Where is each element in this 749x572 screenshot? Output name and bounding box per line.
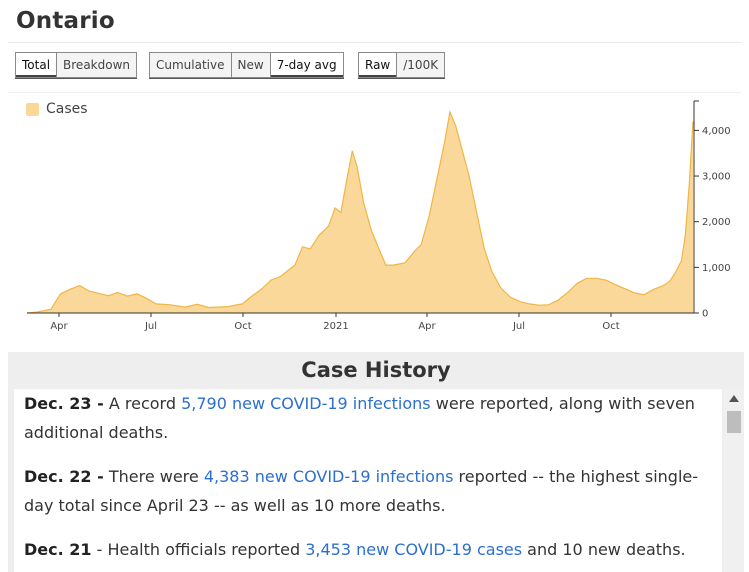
chart-legend: Cases (26, 101, 88, 117)
entry-text: and 10 new deaths. (522, 540, 686, 559)
scale-toggle-group: Raw /100K (358, 52, 446, 78)
case-history-list[interactable]: Dec. 23 - A record 5,790 new COVID-19 in… (14, 389, 722, 572)
history-entry: Dec. 22 - There were 4,383 new COVID-19 … (14, 462, 722, 520)
raw-button[interactable]: Raw (359, 53, 398, 77)
case-history-title: Case History (301, 358, 451, 382)
x-tick-label: Apr (50, 321, 68, 332)
entry-text: There were (103, 467, 204, 486)
entry-text: reported -- the highest single-day total… (24, 467, 698, 515)
history-entry: Dec. 23 - A record 5,790 new COVID-19 in… (14, 389, 722, 447)
history-entry: Dec. 21 - Health officials reported 3,45… (14, 535, 722, 564)
y-axis: 0 1,000 2,000 3,000 4,000 (693, 100, 731, 320)
mode-toggle-group: Cumulative New 7-day avg (149, 52, 344, 78)
x-tick-label: Jul (144, 321, 157, 332)
legend-swatch-cases (26, 102, 39, 116)
x-tick-label: Apr (418, 321, 436, 332)
x-tick-label: Oct (602, 321, 619, 332)
divider (8, 92, 741, 93)
breakdown-button[interactable]: Breakdown (57, 53, 136, 77)
entry-date: Dec. 21 (24, 540, 92, 559)
x-tick-label: 2021 (323, 321, 348, 332)
entry-text: - Health officials reported (91, 540, 306, 559)
entry-date: Dec. 22 - (24, 467, 104, 486)
y-tick-label: 0 (702, 309, 708, 320)
cumulative-button[interactable]: Cumulative (150, 53, 232, 77)
scrollbar[interactable] (724, 389, 744, 572)
x-axis: Apr Jul Oct 2021 Apr Jul Oct (27, 312, 695, 332)
entry-text: were reported, along with seven addition… (24, 394, 695, 442)
total-button[interactable]: Total (16, 53, 58, 77)
view-toggle-group: Total Breakdown (15, 52, 137, 78)
y-tick-label: 3,000 (702, 172, 731, 183)
divider (8, 42, 741, 43)
cases-area (27, 112, 693, 313)
entry-date: Dec. 23 - (24, 394, 104, 413)
x-tick-label: Jul (512, 321, 525, 332)
cases-area-chart: Apr Jul Oct 2021 Apr Jul Oct 0 1,000 2,000 3,000 4… (26, 100, 731, 332)
case-history-section: Case History Dec. 23 - A record 5,790 ne… (8, 352, 744, 572)
new-button[interactable]: New (231, 53, 271, 77)
entry-text: A record (103, 394, 182, 413)
entry-link[interactable]: 3,453 new COVID-19 cases (305, 540, 523, 559)
scrollbar-thumb[interactable] (727, 411, 741, 433)
per-100k-button[interactable]: /100K (397, 53, 445, 77)
entry-link[interactable]: 5,790 new COVID-19 infections (181, 394, 431, 413)
legend-label-cases: Cases (46, 101, 88, 117)
x-tick-label: Oct (234, 321, 251, 332)
entry-link[interactable]: 4,383 new COVID-19 infections (203, 467, 454, 486)
cases-line (26, 110, 694, 314)
page-title: Ontario (16, 8, 115, 34)
y-tick-label: 2,000 (702, 217, 731, 228)
y-tick-label: 4,000 (702, 126, 731, 137)
seven-day-avg-button[interactable]: 7-day avg (270, 53, 343, 77)
scroll-up-icon[interactable] (729, 395, 739, 402)
y-tick-label: 1,000 (702, 263, 731, 274)
